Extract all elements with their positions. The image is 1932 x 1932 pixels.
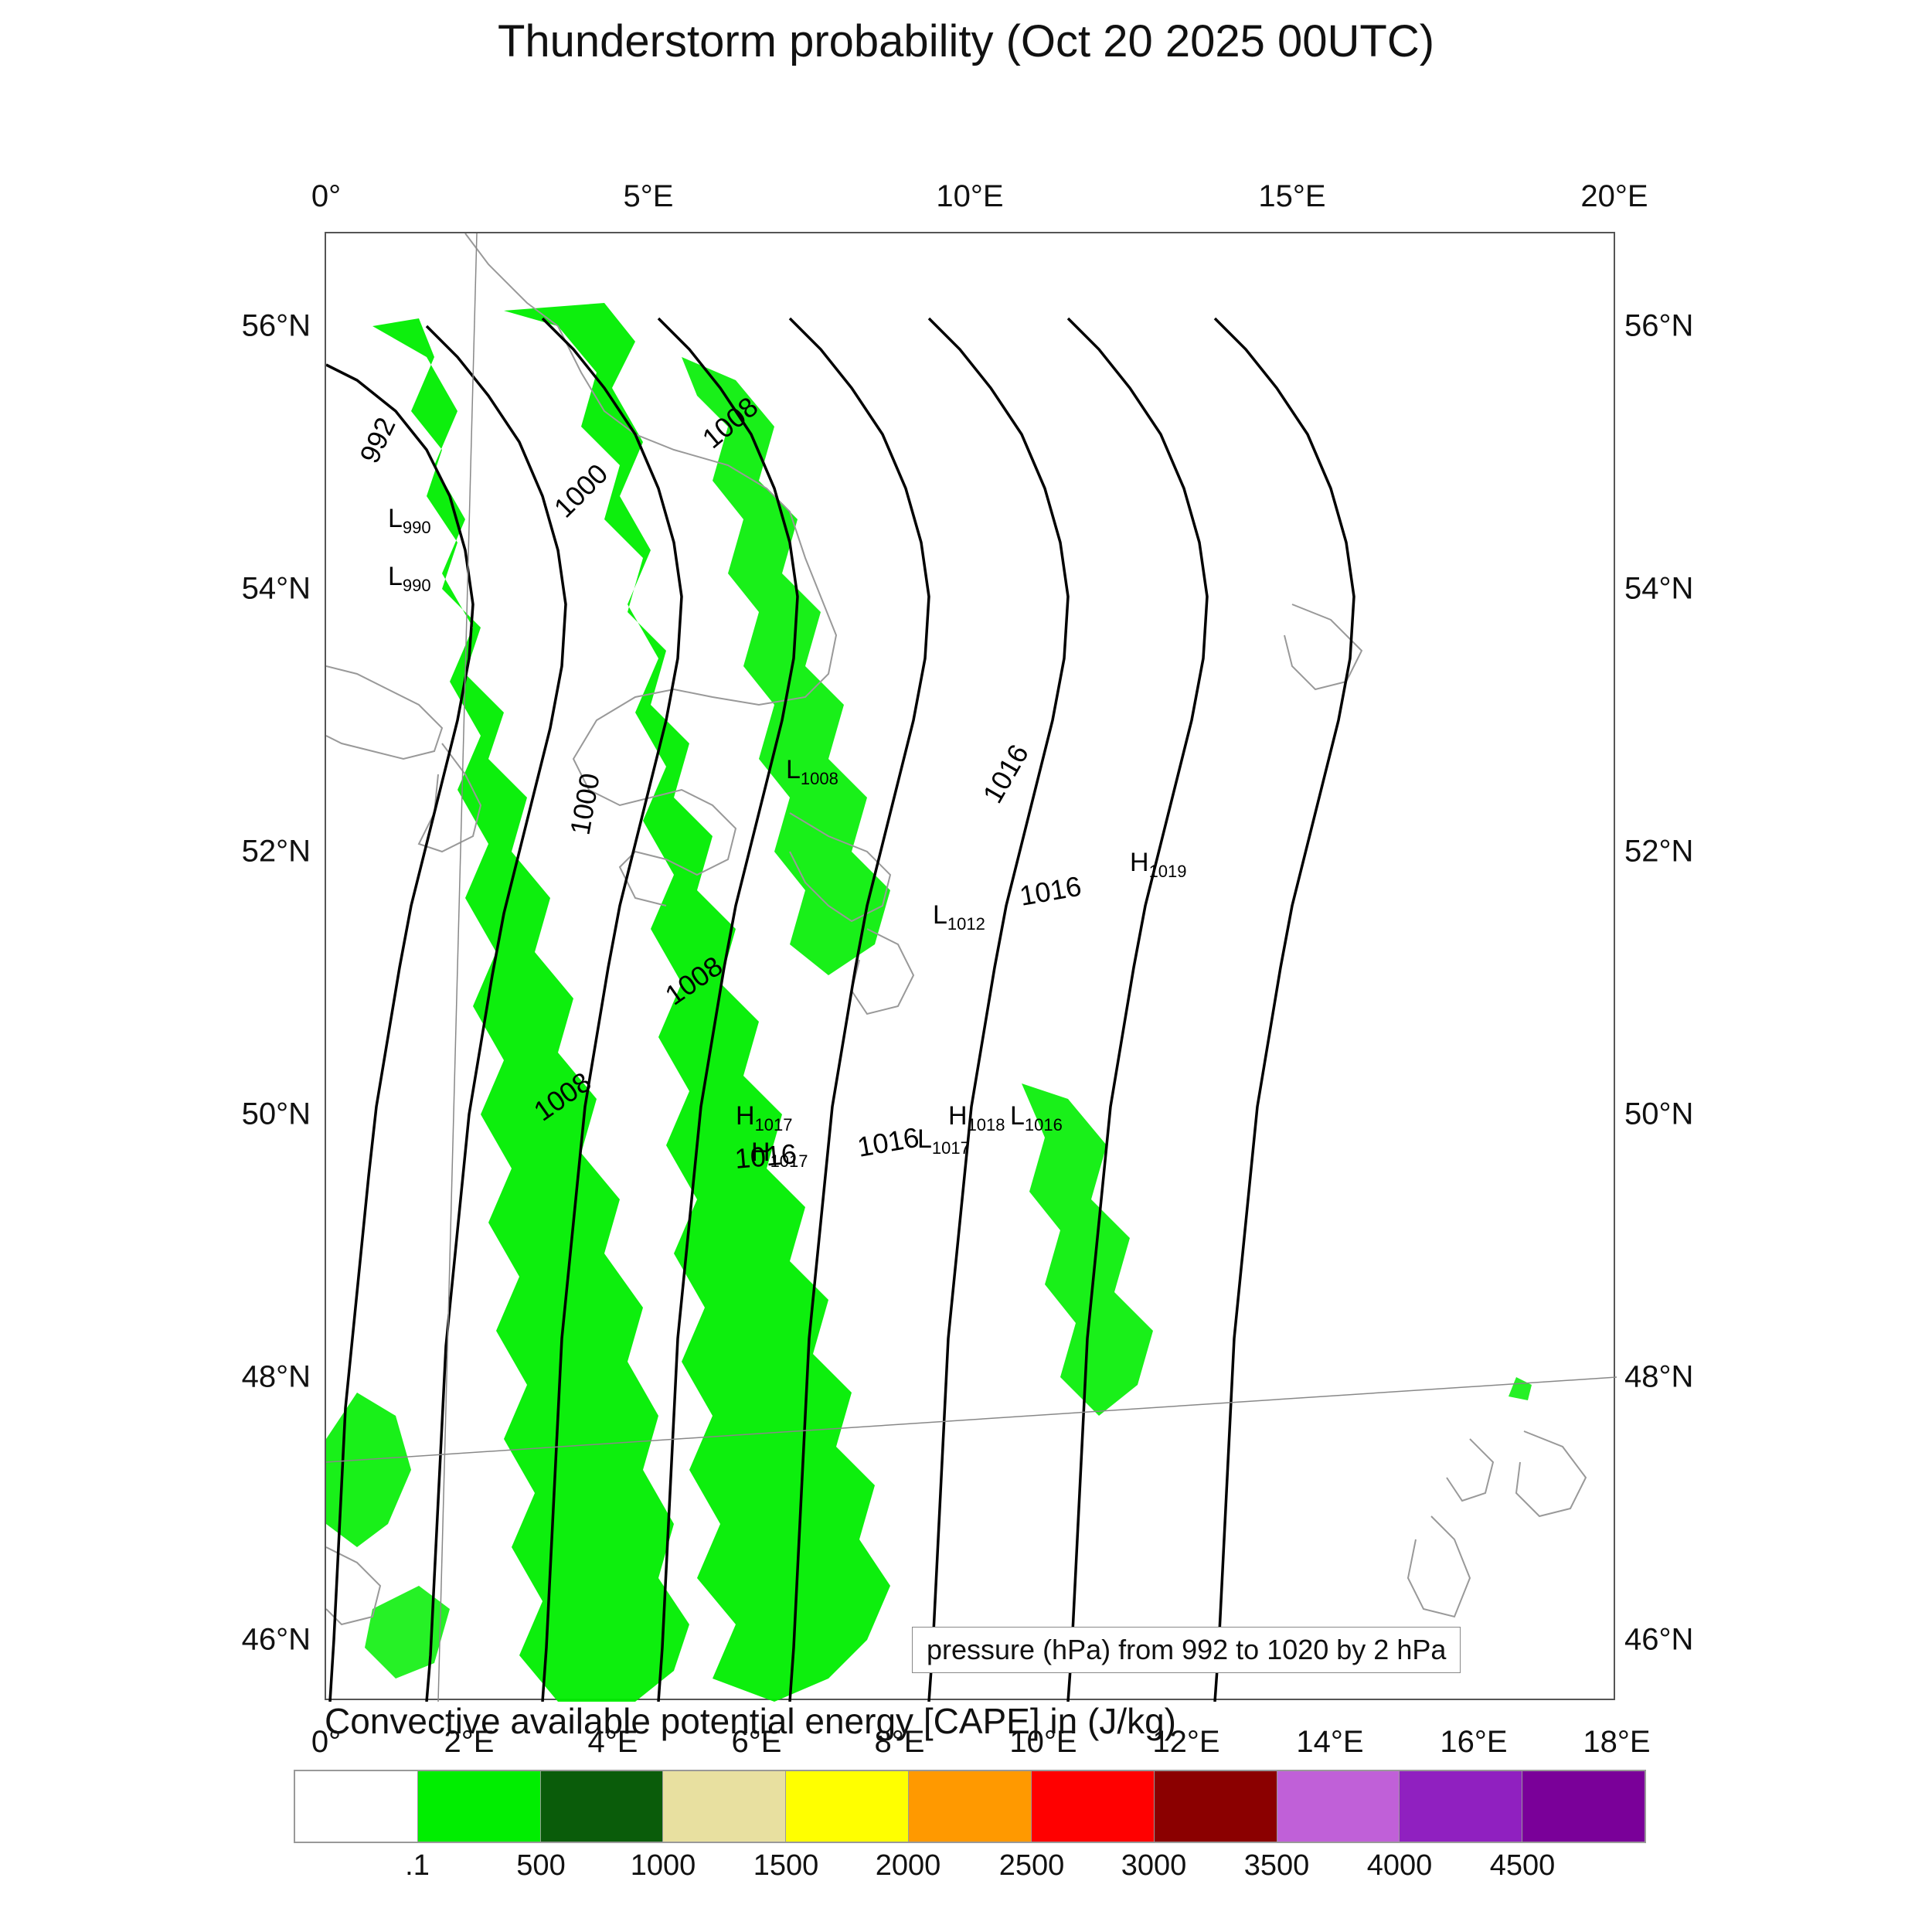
pressure-caption-box: pressure (hPa) from 992 to 1020 by 2 hPa bbox=[912, 1627, 1461, 1673]
left-axis-label-5: 46°N bbox=[210, 1623, 311, 1658]
legend-swatch-7 bbox=[1155, 1771, 1277, 1842]
bottom-axis-label-7: 14°E bbox=[1276, 1725, 1384, 1760]
legend-swatch-1 bbox=[418, 1771, 541, 1842]
cape-regions bbox=[326, 303, 1532, 1702]
contour-label-1000b: 1000 bbox=[564, 770, 606, 837]
contour-label-1000a: 1000 bbox=[548, 457, 614, 524]
cape-legend: .1 500 1000 1500 2000 2500 3000 3500 400… bbox=[294, 1770, 1646, 1889]
legend-label-8: 4000 bbox=[1367, 1849, 1433, 1883]
right-axis-label-5: 46°N bbox=[1624, 1623, 1725, 1658]
legend-swatch-3 bbox=[663, 1771, 786, 1842]
root: Thunderstorm probability (Oct 20 2025 00… bbox=[0, 0, 1932, 1932]
sys-label-3: L1012 bbox=[933, 900, 985, 934]
contour-label-1016c: 1016 bbox=[855, 1121, 921, 1163]
left-axis-label-4: 48°N bbox=[210, 1360, 311, 1395]
top-axis-label-1: 5°E bbox=[594, 179, 702, 214]
sys-label-1: L990 bbox=[388, 562, 431, 595]
legend-label-1: 500 bbox=[516, 1849, 565, 1883]
legend-colorbar bbox=[294, 1770, 1646, 1843]
map-plot-area: 0° 5°E 10°E 15°E 20°E 0° 2°E 4°E 6°E 8°E… bbox=[325, 232, 1615, 1700]
contour-label-992: 992 bbox=[353, 413, 402, 468]
bottom-axis-label-9: 18°E bbox=[1563, 1725, 1671, 1760]
top-axis-label-2: 10°E bbox=[916, 179, 1024, 214]
legend-swatch-8 bbox=[1277, 1771, 1400, 1842]
left-axis-label-1: 54°N bbox=[210, 572, 311, 607]
legend-label-6: 3000 bbox=[1121, 1849, 1187, 1883]
legend-swatch-0 bbox=[295, 1771, 418, 1842]
legend-swatch-10 bbox=[1522, 1771, 1645, 1842]
legend-swatch-5 bbox=[909, 1771, 1032, 1842]
weather-map-svg: 992 1000 1000 1008 1008 1008 1016 1016 1… bbox=[326, 233, 1617, 1702]
sys-label-0: L990 bbox=[388, 504, 431, 537]
right-axis-label-2: 52°N bbox=[1624, 835, 1725, 869]
top-axis-label-0: 0° bbox=[272, 179, 380, 214]
legend-label-2: 1000 bbox=[631, 1849, 696, 1883]
right-axis-label-1: 54°N bbox=[1624, 572, 1725, 607]
legend-label-9: 4500 bbox=[1490, 1849, 1556, 1883]
page-title: Thunderstorm probability (Oct 20 2025 00… bbox=[0, 15, 1932, 67]
right-axis-label-4: 48°N bbox=[1624, 1360, 1725, 1395]
cape-section-title: Convective available potential energy [C… bbox=[325, 1700, 1176, 1742]
legend-swatch-4 bbox=[786, 1771, 909, 1842]
top-axis-label-3: 15°E bbox=[1238, 179, 1346, 214]
left-axis-label-2: 52°N bbox=[210, 835, 311, 869]
legend-swatch-2 bbox=[541, 1771, 664, 1842]
legend-label-5: 2500 bbox=[999, 1849, 1065, 1883]
right-axis-label-0: 56°N bbox=[1624, 309, 1725, 344]
right-axis-label-3: 50°N bbox=[1624, 1097, 1725, 1132]
top-axis-label-4: 20°E bbox=[1560, 179, 1668, 214]
left-axis-label-0: 56°N bbox=[210, 309, 311, 344]
contour-label-1016b: 1016 bbox=[1017, 870, 1083, 912]
legend-label-0: .1 bbox=[405, 1849, 430, 1883]
legend-swatch-9 bbox=[1400, 1771, 1522, 1842]
legend-label-4: 2000 bbox=[876, 1849, 941, 1883]
sys-label-7: H1018 bbox=[948, 1101, 1005, 1134]
legend-label-7: 3500 bbox=[1244, 1849, 1310, 1883]
left-axis-label-3: 50°N bbox=[210, 1097, 311, 1132]
legend-labels-group: .1 500 1000 1500 2000 2500 3000 3500 400… bbox=[294, 1843, 1646, 1889]
legend-swatch-6 bbox=[1032, 1771, 1155, 1842]
bottom-axis-label-8: 16°E bbox=[1420, 1725, 1528, 1760]
contour-label-1016a: 1016 bbox=[976, 739, 1035, 808]
legend-label-3: 1500 bbox=[753, 1849, 819, 1883]
